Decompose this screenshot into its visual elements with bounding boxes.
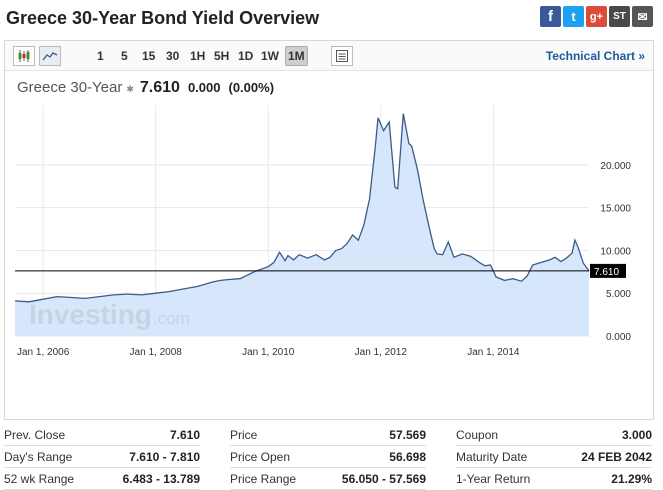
period-30[interactable]: 30 <box>166 49 180 63</box>
period-1d[interactable]: 1D <box>238 49 254 63</box>
stat-row: Price 57.569 <box>230 424 426 446</box>
chart-panel: 1 5 15 30 1H 5H 1D 1W 1M Technical Chart… <box>4 40 654 420</box>
stat-value: 24 FEB 2042 <box>581 449 652 464</box>
period-1w[interactable]: 1W <box>261 49 279 63</box>
stat-value: 7.610 - 7.810 <box>129 449 200 464</box>
header: Greece 30-Year Bond Yield Overview f t g… <box>4 6 659 30</box>
stat-row: Prev. Close 7.610 <box>4 424 200 446</box>
x-tick-label: Jan 1, 2012 <box>355 347 408 358</box>
stat-value: 56.050 - 57.569 <box>341 471 426 486</box>
y-tick-label: 0.000 <box>606 332 631 343</box>
price-change-percent: (0.00%) <box>228 80 275 95</box>
technical-chart-link[interactable]: Technical Chart » <box>545 49 645 63</box>
stat-row: Price Open 56.698 <box>230 446 426 468</box>
price-change: 0.000 <box>187 80 221 95</box>
current-price-badge <box>590 263 626 278</box>
email-icon[interactable]: ✉ <box>632 6 653 27</box>
stat-label: Day's Range <box>4 449 73 464</box>
stat-value: 57.569 <box>389 427 426 442</box>
stat-value: 3.000 <box>621 427 652 442</box>
candlestick-icon[interactable] <box>13 46 35 66</box>
area-chart-icon[interactable] <box>39 46 61 66</box>
yield-area-chart: Investing .com 7.610 0.000 5.000 10.000 15.000… <box>14 105 631 358</box>
stat-value: 56.698 <box>389 449 426 464</box>
stats-column-3: Coupon 3.000 Maturity Date 24 FEB 2042 1-Y… <box>456 424 652 490</box>
y-tick-label: 10.000 <box>600 246 631 257</box>
stat-label: Prev. Close <box>4 427 66 442</box>
stat-label: 1-Year Return <box>456 471 531 486</box>
stats-column-2: Price 57.569 Price Open 56.698 Price Range… <box>230 424 426 490</box>
quote-header: Greece 30-Year ✱ 7.610 0.000 (0.00%) <box>17 79 274 97</box>
chart-settings-icon[interactable] <box>331 46 353 66</box>
stat-row: Coupon 3.000 <box>456 424 652 446</box>
x-tick-label: Jan 1, 2014 <box>467 347 520 358</box>
y-tick-label: 20.000 <box>600 161 631 172</box>
stat-label: Coupon <box>456 427 499 442</box>
period-15[interactable]: 15 <box>142 49 156 63</box>
watermark-logo-suffix: .com <box>153 309 190 328</box>
period-1m[interactable]: 1M <box>285 46 308 66</box>
y-tick-label: 15.000 <box>600 204 631 215</box>
stats-column-1: Prev. Close 7.610 Day's Range 7.610 - 7.81… <box>4 424 200 490</box>
series-area <box>15 113 589 336</box>
stat-label: Price Open <box>230 449 291 464</box>
social-share-bar: f t g+ ST ✉ <box>540 6 653 27</box>
stat-row: Day's Range 7.610 - 7.810 <box>4 446 200 468</box>
period-5h[interactable]: 5H <box>214 49 230 63</box>
y-tick-label: 5.000 <box>606 289 631 300</box>
facebook-icon[interactable]: f <box>540 6 561 27</box>
stat-row: Price Range 56.050 - 57.569 <box>230 468 426 490</box>
stat-value: 7.610 <box>169 427 200 442</box>
period-1h[interactable]: 1H <box>190 49 206 63</box>
current-price-label: 7.610 <box>594 267 619 278</box>
stocktwits-icon[interactable]: ST <box>609 6 630 27</box>
stat-row: 52 wk Range 6.483 - 13.789 <box>4 468 200 490</box>
google-plus-icon[interactable]: g+ <box>586 6 607 27</box>
last-price: 7.610 <box>139 79 180 96</box>
chart-toolbar: 1 5 15 30 1H 5H 1D 1W 1M Technical Chart… <box>5 41 653 71</box>
stat-label: Price <box>230 427 258 442</box>
x-tick-label: Jan 1, 2010 <box>242 347 295 358</box>
delay-marker-icon: ✱ <box>126 84 134 94</box>
stat-label: 52 wk Range <box>4 471 75 486</box>
stat-label: Maturity Date <box>456 449 528 464</box>
instrument-name: Greece 30-Year <box>17 79 123 96</box>
stat-row: 1-Year Return 21.29% <box>456 468 652 490</box>
stat-value: 21.29% <box>611 471 652 486</box>
watermark-logo: Investing <box>29 299 152 330</box>
period-5[interactable]: 5 <box>121 49 128 63</box>
period-1[interactable]: 1 <box>97 49 104 63</box>
stat-row: Maturity Date 24 FEB 2042 <box>456 446 652 468</box>
stat-value: 6.483 - 13.789 <box>122 471 200 486</box>
series-line <box>14 113 590 303</box>
twitter-icon[interactable]: t <box>563 6 584 27</box>
x-tick-label: Jan 1, 2008 <box>130 347 183 358</box>
x-tick-label: Jan 1, 2006 <box>17 347 70 358</box>
stat-label: Price Range <box>230 471 297 486</box>
page-title: Greece 30-Year Bond Yield Overview <box>6 8 320 28</box>
